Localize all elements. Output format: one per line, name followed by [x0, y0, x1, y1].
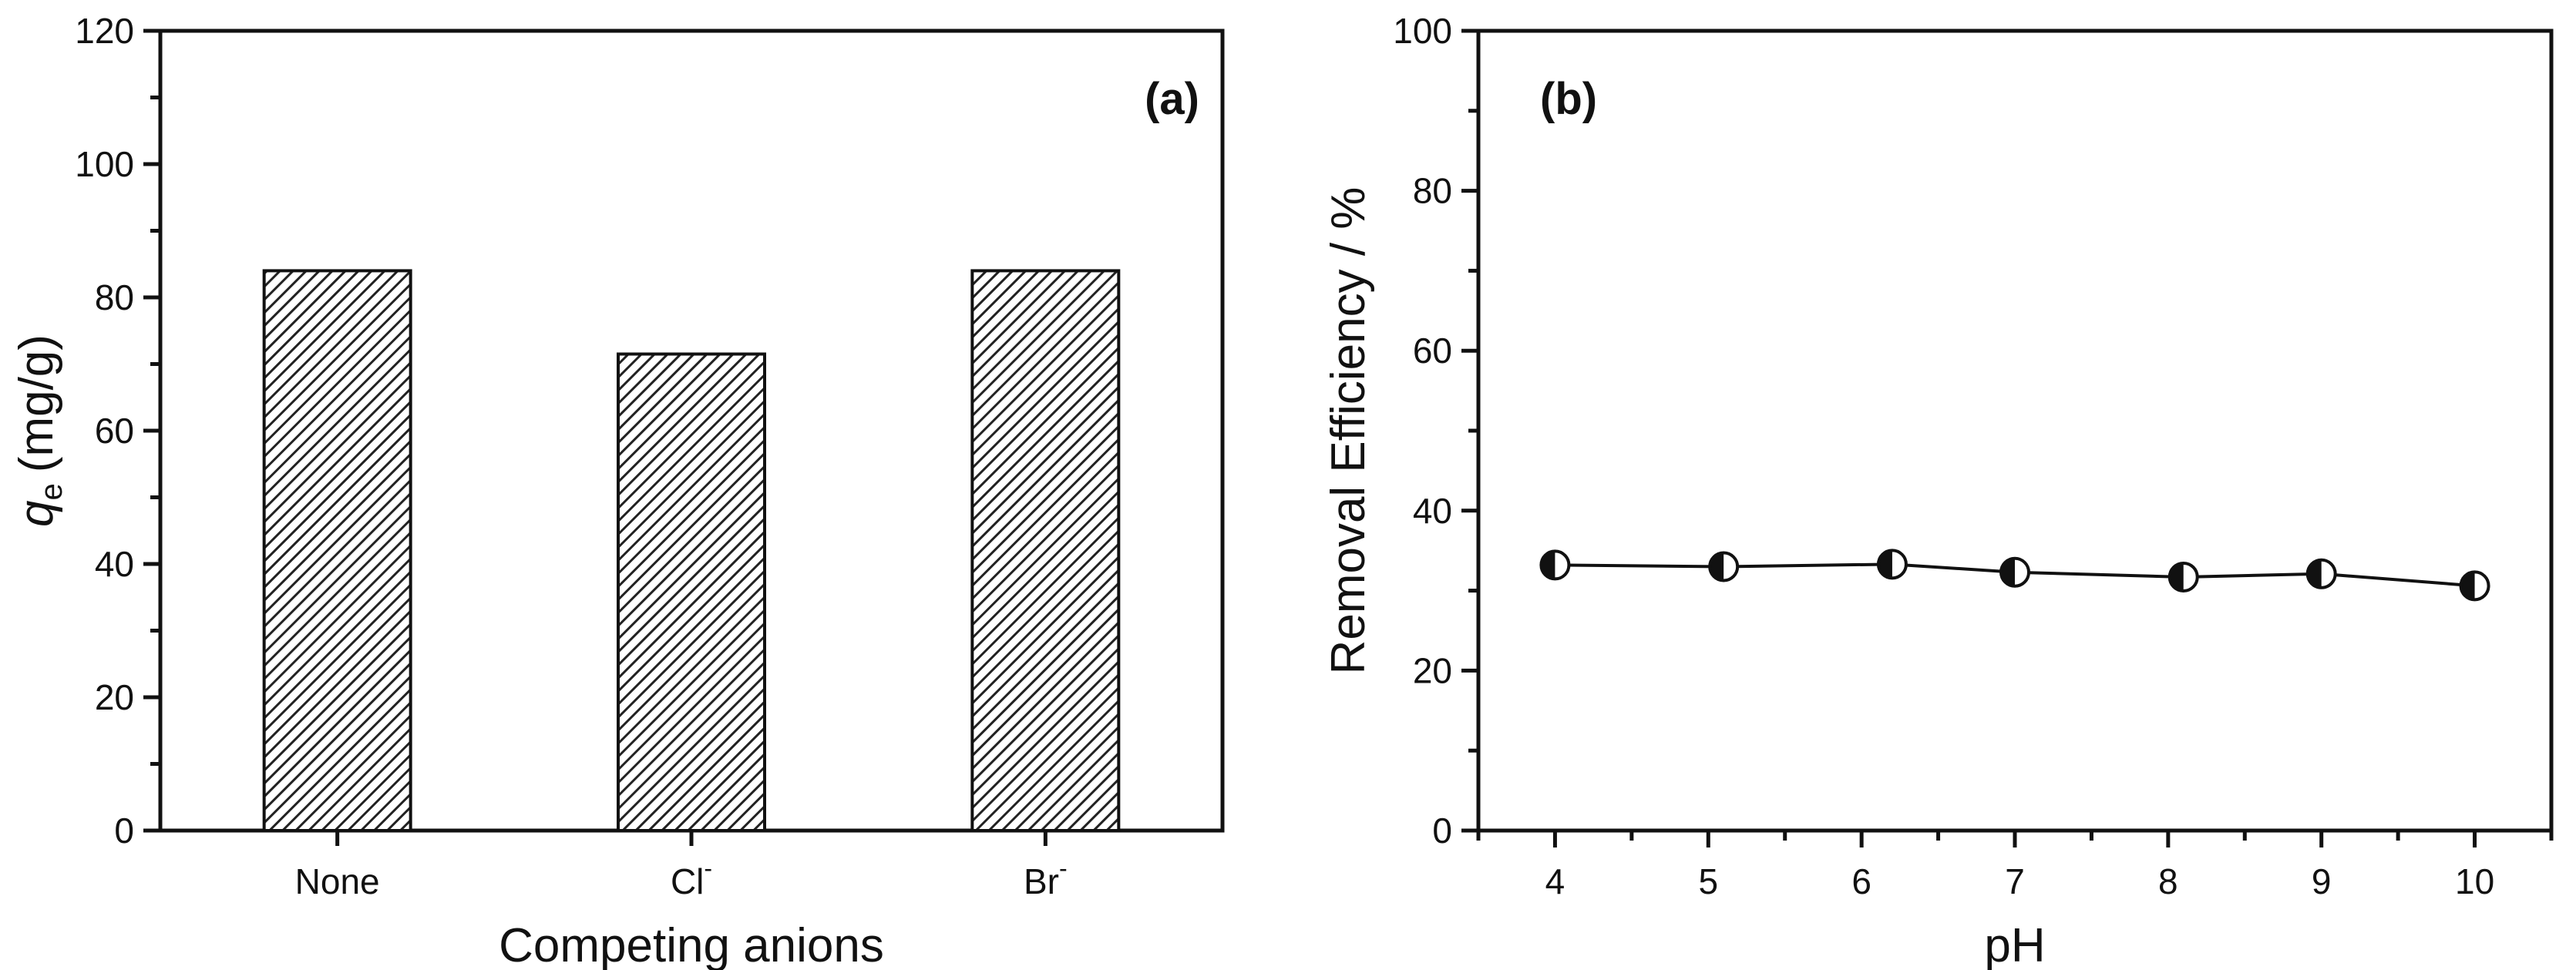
marker-outline	[2167, 561, 2199, 592]
panel-b-x-ticks: 4 5 6 7 8 9 10	[1476, 831, 2554, 901]
panel-a-y-ticks: 0 20 40 60 80 100 120	[75, 11, 160, 851]
marker-outline	[2305, 558, 2337, 589]
panel-b-y-tick-label: 100	[1393, 11, 1452, 51]
panel-b-x-tick-label: 7	[2005, 861, 2025, 901]
data-point-ph-6	[1876, 549, 1908, 580]
marker-outline	[1708, 551, 1740, 582]
panel-a-y-tick-label: 120	[75, 11, 134, 51]
panel-b-x-tick-label: 4	[1545, 861, 1565, 901]
panel-b-y-ticks: 0 20 40 60 80 100	[1393, 11, 1478, 851]
category-name: Cl	[671, 861, 704, 901]
panel-a-x-tick-label: None	[295, 861, 380, 901]
panel-b-points	[1539, 549, 2490, 602]
category-name: Br	[1024, 861, 1059, 901]
marker-outline	[1539, 549, 1571, 581]
panel-a-label: (a)	[1145, 74, 1199, 124]
panel-a-x-axis-title: Competing anions	[499, 919, 884, 970]
marker-outline	[1876, 549, 1908, 580]
bar-cl	[617, 352, 766, 832]
panel-b-x-tick-label: 5	[1698, 861, 1718, 901]
panel-a-x-ticks: None Cl- Br-	[295, 831, 1068, 901]
category-superscript: -	[704, 854, 712, 882]
panel-b-y-tick-label: 60	[1413, 331, 1452, 371]
panel-b-x-tick-label: 8	[2158, 861, 2178, 901]
panel-b-line-chart: 0 20 40 60 80 100 4 5 6 7 8 9 10 (b) pH Removal Eff…	[1322, 11, 2554, 970]
data-point-ph-5	[1708, 551, 1740, 582]
bar-br	[970, 269, 1121, 832]
panel-a-x-tick-label: Br-	[1024, 854, 1068, 901]
panel-a-y-tick-label: 80	[95, 277, 134, 317]
data-point-ph-9	[2305, 558, 2337, 589]
marker-outline	[2459, 570, 2490, 602]
panel-b-x-tick-label: 9	[2312, 861, 2332, 901]
bar-none	[262, 269, 412, 832]
panel-a-y-axis-unit: (mg/g)	[10, 334, 63, 472]
panel-a-y-tick-label: 20	[95, 677, 134, 717]
data-point-ph-8	[2167, 561, 2199, 592]
panel-b-y-tick-label: 0	[1432, 811, 1452, 851]
panel-a-y-tick-label: 0	[114, 811, 134, 851]
panel-a-x-tick-label: Cl-	[671, 854, 712, 901]
panel-b-x-axis-title: pH	[1984, 919, 2045, 970]
panel-a-y-axis-variable: q	[10, 500, 63, 527]
panel-a-y-tick-label: 60	[95, 411, 134, 451]
panel-a-y-axis-title: qe (mg/g)	[10, 334, 69, 527]
data-point-ph-4	[1539, 549, 1571, 581]
panel-a-y-tick-label: 40	[95, 544, 134, 584]
data-point-ph-10	[2459, 570, 2490, 602]
marker-outline	[1999, 556, 2030, 588]
panel-a-y-tick-label: 100	[75, 144, 134, 184]
panel-b-x-tick-label: 10	[2455, 861, 2494, 901]
panel-b-y-tick-label: 20	[1413, 650, 1452, 690]
panel-b-y-tick-label: 80	[1413, 171, 1452, 211]
panel-a-bars	[262, 269, 1121, 832]
category-superscript: -	[1059, 854, 1068, 882]
panel-b-label: (b)	[1540, 74, 1597, 124]
panel-a-y-axis-subscript: e	[35, 483, 69, 500]
data-point-ph-7	[1999, 556, 2030, 588]
panel-b-plot-frame	[1476, 29, 2554, 833]
panel-b-x-tick-label: 6	[1851, 861, 1871, 901]
panel-b-y-axis-title: Removal Efficiency / %	[1322, 187, 1375, 675]
category-name: None	[295, 861, 380, 901]
panel-b-y-tick-label: 40	[1413, 491, 1452, 531]
